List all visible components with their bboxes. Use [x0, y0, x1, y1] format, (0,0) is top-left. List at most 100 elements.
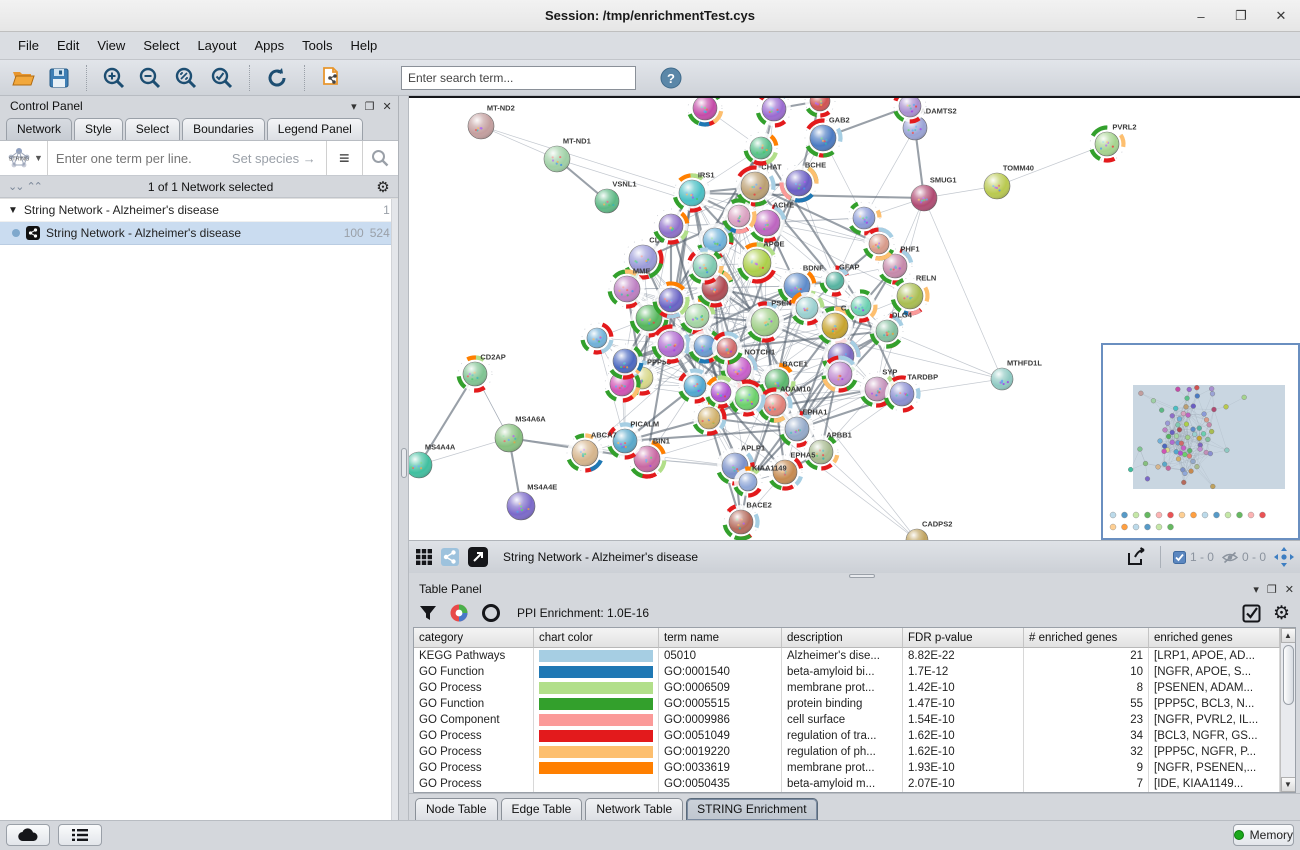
zoom-selected-button[interactable]: [207, 64, 237, 92]
column-header-chart-color[interactable]: chart color: [534, 628, 659, 648]
scroll-thumb[interactable]: [1282, 645, 1294, 705]
network-node[interactable]: [790, 291, 825, 326]
minimize-button[interactable]: –: [1197, 8, 1205, 24]
table-row[interactable]: GO Process GO:0051049 regulation of tra...…: [414, 728, 1280, 744]
network-canvas[interactable]: MT-ND2 MT-ND1 VSNL1 CD2AP MS4A4A MS4A6A MS4A4E…: [409, 96, 1300, 541]
network-node-adamts2[interactable]: ADAMTS2: [902, 107, 957, 141]
divider-grip[interactable]: [400, 448, 407, 478]
network-node-gab2[interactable]: GAB2: [804, 116, 850, 158]
zoom-in-button[interactable]: [99, 64, 129, 92]
network-node[interactable]: [653, 208, 690, 245]
table-row[interactable]: KEGG Pathways 05010 Alzheimer's dise... 8.8…: [414, 648, 1280, 664]
menu-view[interactable]: View: [97, 38, 126, 53]
table-scrollbar[interactable]: ▲ ▼: [1280, 628, 1295, 792]
help-button[interactable]: ?: [656, 64, 686, 92]
column-header-FDR-p-value[interactable]: FDR p-value: [903, 628, 1024, 648]
panel-float-icon[interactable]: ❐: [364, 100, 375, 113]
network-node-ache[interactable]: ACHE: [748, 201, 794, 243]
network-graph[interactable]: MT-ND2 MT-ND1 VSNL1 CD2AP MS4A4A MS4A6A MS4A4E…: [409, 98, 1297, 541]
horizontal-divider[interactable]: [409, 573, 1300, 579]
task-history-button[interactable]: [58, 823, 102, 846]
network-node-epha1[interactable]: EPHA1: [779, 408, 827, 448]
string-search-button[interactable]: [361, 141, 398, 175]
network-node-adam10[interactable]: ADAM10: [758, 385, 811, 423]
network-node-vsnl1[interactable]: VSNL1: [594, 180, 637, 214]
column-header-enriched-genes[interactable]: # enriched genes: [1024, 628, 1149, 648]
panel-menu-icon[interactable]: ▾: [351, 100, 357, 113]
network-node-epha5[interactable]: EPHA5: [767, 451, 815, 491]
table-row[interactable]: GO Process GO:0019220 regulation of ph... 1…: [414, 744, 1280, 760]
network-node-bin1[interactable]: BIN1: [628, 437, 670, 479]
open-in-window-icon[interactable]: [467, 546, 489, 568]
panel-menu-icon[interactable]: ▾: [1253, 583, 1259, 596]
column-header-description[interactable]: description: [782, 628, 903, 648]
network-node-mt-nd2[interactable]: MT-ND2: [467, 104, 515, 140]
table-row[interactable]: GO Function GO:0001540 beta-amyloid bi... 1…: [414, 664, 1280, 680]
collection-expand-icon[interactable]: ▼: [8, 204, 18, 216]
network-node-apoe[interactable]: APOE: [737, 240, 785, 284]
control-panel-scrollbar[interactable]: [390, 199, 398, 820]
navigator-icon[interactable]: [1274, 547, 1294, 568]
tab-style[interactable]: Style: [74, 118, 123, 140]
collapse-all-icon[interactable]: ⌄⌄: [8, 181, 25, 193]
network-node[interactable]: [687, 98, 724, 127]
network-from-clipboard-button[interactable]: [317, 64, 347, 92]
divider-grip[interactable]: [849, 574, 875, 579]
string-options-button[interactable]: ≡: [325, 141, 362, 175]
network-collection-row[interactable]: ▼ String Network - Alzheimer's disease 1: [0, 199, 398, 222]
network-node-bche[interactable]: BCHE: [779, 161, 826, 203]
tab-string-enrichment[interactable]: STRING Enrichment: [686, 798, 818, 820]
tab-network[interactable]: Network: [6, 118, 73, 140]
table-settings-gear-icon[interactable]: ⚙: [1272, 602, 1290, 624]
menu-layout[interactable]: Layout: [197, 38, 237, 53]
memory-button[interactable]: Memory: [1232, 823, 1294, 846]
zoom-fit-button[interactable]: [171, 64, 201, 92]
panel-divider[interactable]: [398, 96, 409, 820]
cloud-button[interactable]: [6, 823, 50, 846]
network-node-apbb1[interactable]: APBB1: [803, 431, 852, 471]
network-node-abca7[interactable]: ABCA7: [566, 431, 617, 473]
network-node[interactable]: [580, 322, 614, 355]
menu-tools[interactable]: Tools: [302, 38, 333, 53]
filter-icon[interactable]: [419, 604, 437, 622]
select-columns-icon[interactable]: [1242, 604, 1261, 623]
network-node-mme[interactable]: MME: [607, 267, 650, 309]
network-node-irs1[interactable]: IRS1: [672, 171, 715, 213]
scroll-down-button[interactable]: ▼: [1280, 777, 1295, 792]
menu-edit[interactable]: Edit: [56, 38, 80, 53]
network-node[interactable]: [743, 131, 779, 166]
string-term-input[interactable]: [46, 141, 232, 175]
network-node-ms4a6a[interactable]: MS4A6A: [494, 415, 546, 453]
network-node[interactable]: [607, 343, 644, 380]
refresh-button[interactable]: [262, 64, 292, 92]
tab-legend-panel[interactable]: Legend Panel: [266, 118, 363, 140]
network-node-ms4a4a[interactable]: MS4A4A: [409, 443, 456, 479]
network-node-pvrl2[interactable]: PVRL2: [1089, 123, 1137, 163]
network-node-kiaa1149[interactable]: KIAA1149: [733, 464, 787, 498]
panel-close-icon[interactable]: ✕: [1284, 583, 1294, 596]
string-protein-query-button[interactable]: STRING ▼: [0, 146, 47, 170]
save-session-button[interactable]: [44, 64, 74, 92]
table-row[interactable]: GO Process GO:0033619 membrane prot... 1.93…: [414, 760, 1280, 776]
tab-select[interactable]: Select: [124, 118, 181, 140]
share-network-icon[interactable]: [441, 548, 459, 567]
network-node[interactable]: [847, 201, 882, 236]
column-header-term-name[interactable]: term name: [659, 628, 782, 648]
menu-select[interactable]: Select: [143, 38, 180, 53]
network-node-ctsd[interactable]: CTSD: [816, 304, 862, 346]
network-node-chat[interactable]: CHAT: [735, 163, 782, 207]
table-row[interactable]: GO Process GO:0006509 membrane prot... 1.42…: [414, 680, 1280, 696]
scroll-up-button[interactable]: ▲: [1280, 628, 1295, 643]
menu-help[interactable]: Help: [350, 38, 378, 53]
network-node-psen1[interactable]: PSEN1: [745, 299, 796, 343]
ring-chart-icon[interactable]: [481, 603, 501, 623]
expand-all-icon[interactable]: ⌃⌃: [26, 181, 43, 193]
panel-close-icon[interactable]: ✕: [382, 100, 392, 113]
network-node-bace2[interactable]: BACE2: [722, 501, 772, 541]
network-node-tomm40[interactable]: TOMM40: [983, 164, 1034, 200]
network-node-gfap[interactable]: GFAP: [819, 263, 859, 297]
panel-float-icon[interactable]: ❐: [1266, 583, 1277, 596]
table-row[interactable]: GO Function GO:0005515 protein binding 1.47…: [414, 696, 1280, 712]
network-node[interactable]: [821, 355, 858, 393]
network-node[interactable]: [728, 379, 766, 417]
